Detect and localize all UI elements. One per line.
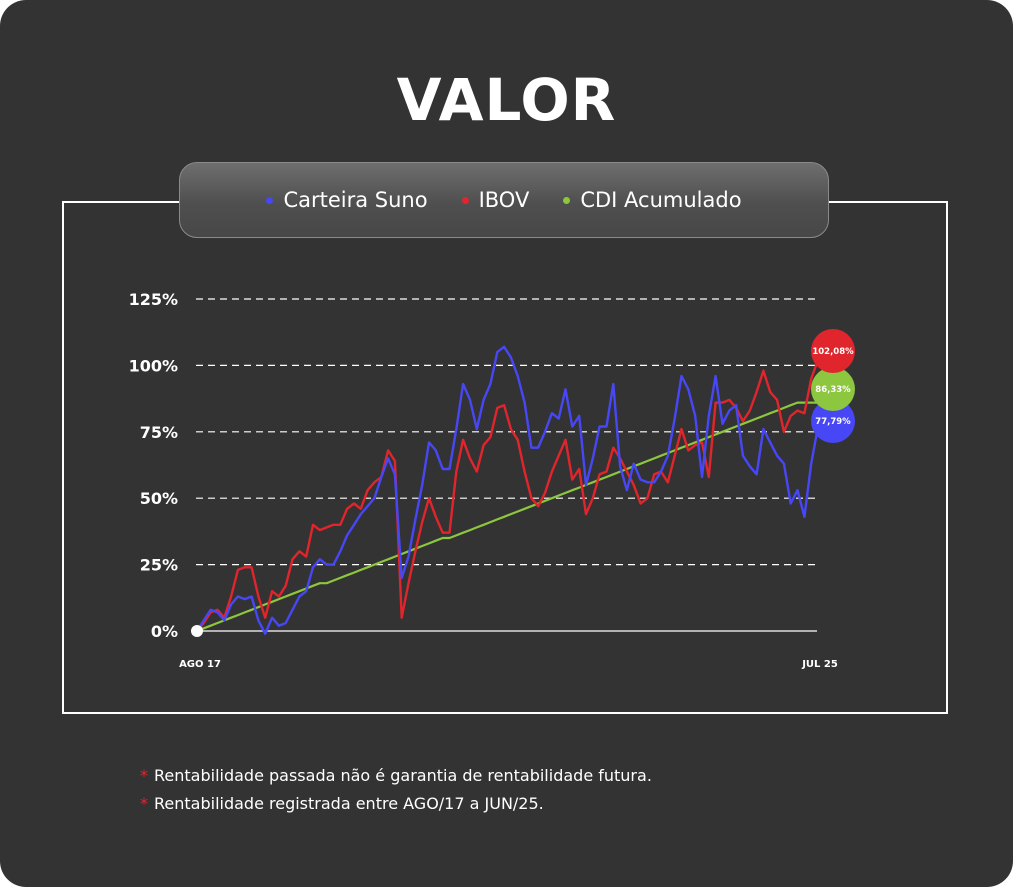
legend-label-ibov: IBOV [478, 188, 530, 212]
legend-item-suno: Carteira Suno [266, 188, 428, 212]
legend-dot-cdi [563, 196, 571, 204]
legend: Carteira Suno IBOV CDI Acumulado [179, 162, 829, 238]
footnote-text: Rentabilidade registrada entre AGO/17 a … [154, 794, 544, 813]
x-tick-label-end: JUL 25 [801, 659, 838, 670]
y-tick-label: 125% [129, 290, 178, 309]
end-value-badge-cdi [811, 367, 855, 411]
end-value-label-ibov: 102,08% [812, 347, 854, 357]
footnote: * Rentabilidade passada não é garantia de… [140, 766, 652, 785]
y-tick-label: 50% [140, 489, 178, 508]
footnote: * Rentabilidade registrada entre AGO/17 a… [140, 794, 652, 813]
end-value-label-suno: 77,79% [815, 417, 851, 427]
x-tick-label-start: AGO 17 [179, 659, 221, 670]
origin-point [191, 625, 203, 637]
legend-dot-ibov [461, 196, 469, 204]
footnote-marker: * [140, 766, 148, 785]
footnote-text: Rentabilidade passada não é garantia de … [154, 766, 652, 785]
footnote-marker: * [140, 794, 148, 813]
series-line-cdi [195, 401, 820, 633]
legend-item-cdi: CDI Acumulado [563, 188, 742, 212]
series-line-ibov [195, 358, 820, 633]
footnotes: * Rentabilidade passada não é garantia de… [140, 766, 652, 822]
legend-label-cdi: CDI Acumulado [580, 188, 742, 212]
y-tick-label: 0% [151, 622, 178, 641]
y-tick-label: 100% [129, 356, 178, 375]
legend-item-ibov: IBOV [461, 188, 530, 212]
legend-dot-suno [266, 196, 274, 204]
legend-label-suno: Carteira Suno [283, 188, 428, 212]
y-tick-label: 75% [140, 423, 178, 442]
end-value-label-cdi: 86,33% [815, 385, 851, 395]
series-line-suno [195, 345, 820, 635]
chart-title: VALOR [396, 66, 617, 134]
end-value-badge-suno [811, 399, 855, 443]
y-tick-label: 25% [140, 556, 178, 575]
end-value-badge-ibov [811, 329, 855, 373]
